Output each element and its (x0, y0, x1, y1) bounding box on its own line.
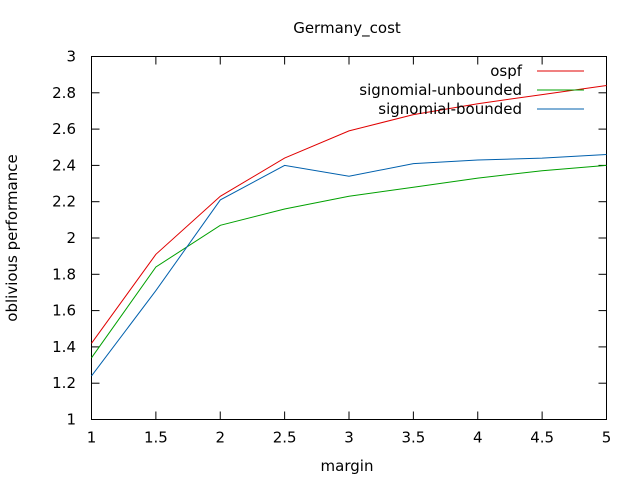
x-tick-label: 4 (473, 429, 483, 447)
series-line-signomial-bounded (91, 154, 607, 377)
x-tick-label: 2.5 (273, 429, 297, 447)
chart-title: Germany_cost (293, 19, 401, 38)
plot-frame (91, 56, 607, 420)
x-tick-label: 1.5 (144, 429, 168, 447)
legend-label-ospf: ospf (490, 62, 523, 80)
x-tick-label: 5 (602, 429, 612, 447)
y-tick-label: 2.2 (52, 193, 76, 211)
x-axis-label: margin (321, 457, 374, 475)
x-tick-label: 3 (344, 429, 354, 447)
y-tick-label: 1.4 (52, 338, 76, 356)
x-tick-label: 1 (87, 429, 97, 447)
series-line-signomial-unbounded (91, 164, 607, 359)
series-group (91, 85, 607, 377)
y-axis-label: oblivious performance (3, 154, 21, 321)
ticks: 1 1.5 2 2.5 3 3.5 4 4.5 5 1 1.2 1.4 1.6 1.8 2 2.2 2.4 2.6… (52, 48, 611, 447)
y-tick-label: 3 (66, 48, 76, 66)
y-tick-label: 1.2 (52, 374, 76, 392)
x-tick-label: 3.5 (401, 429, 425, 447)
y-tick-label: 2.4 (52, 156, 76, 174)
x-tick-label: 2 (215, 429, 225, 447)
y-tick-label: 1 (66, 411, 76, 429)
y-tick-label: 2.6 (52, 120, 76, 138)
y-tick-label: 1.6 (52, 302, 76, 320)
y-tick-label: 2 (66, 229, 76, 247)
series-line-ospf (91, 85, 607, 344)
y-tick-label: 1.8 (52, 265, 76, 283)
y-tick-label: 2.8 (52, 84, 76, 102)
legend-label-signomial-unbounded: signomial-unbounded (359, 81, 522, 99)
legend-label-signomial-bounded: signomial-bounded (378, 100, 522, 118)
x-tick-label: 4.5 (530, 429, 554, 447)
